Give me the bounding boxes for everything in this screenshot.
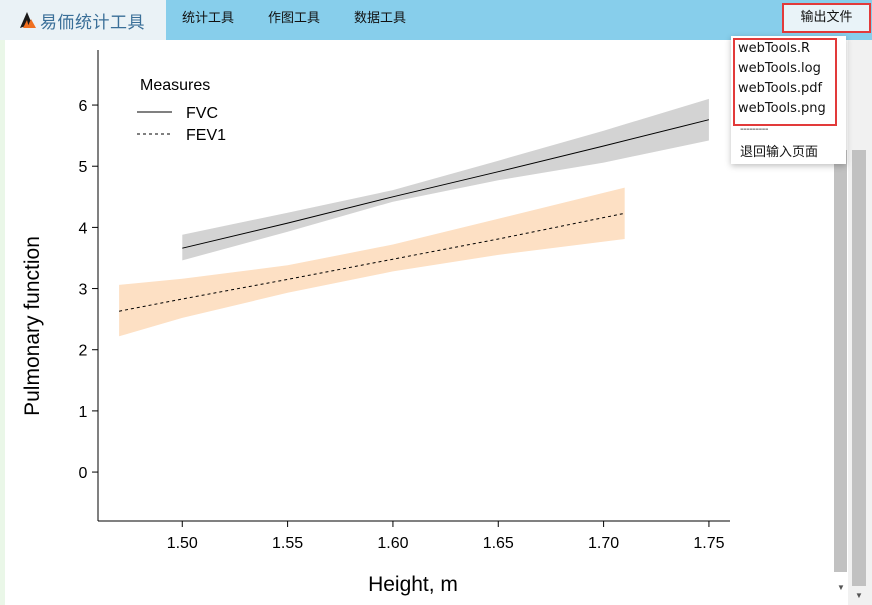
- export-file-button[interactable]: 输出文件: [782, 3, 871, 33]
- inner-scrollbar-thumb[interactable]: [834, 150, 847, 572]
- pulmonary-function-chart: 0 1 2 3 4 5 6 1.50 1.55 1.60 1.65 1.70 1.75 Height,…: [21, 50, 730, 596]
- x-tick-label: 1.55: [272, 535, 303, 552]
- brand[interactable]: 易侕统计工具: [0, 0, 166, 40]
- menu-data-tools[interactable]: 数据工具: [354, 11, 407, 26]
- legend-title: Measures: [140, 77, 210, 94]
- ci-band-fvc: [182, 98, 709, 261]
- brand-logo-icon: [20, 12, 36, 28]
- x-axis-title: Height, m: [368, 573, 458, 596]
- export-pdf-file[interactable]: webTools.pdf: [738, 81, 823, 96]
- back-to-input-page[interactable]: 退回输入页面: [740, 145, 819, 160]
- dropdown-separator: ---------: [740, 124, 768, 135]
- series-line-fvc: [182, 119, 710, 249]
- y-tick-label: 2: [79, 343, 88, 360]
- menu-stats-tools[interactable]: 统计工具: [182, 11, 235, 26]
- x-tick-label: 1.65: [483, 535, 514, 552]
- legend-label-fvc: FVC: [186, 105, 218, 122]
- export-png-file[interactable]: webTools.png: [738, 101, 826, 116]
- export-r-script[interactable]: webTools.R: [738, 41, 811, 56]
- legend: Measures FVC FEV1: [137, 77, 226, 144]
- y-tick-label: 3: [79, 282, 88, 299]
- y-tick-label: 1: [79, 404, 88, 421]
- page-scrollbar-thumb[interactable]: [852, 150, 866, 586]
- x-tick-label: 1.70: [588, 535, 619, 552]
- brand-name: 易侕统计工具: [40, 12, 145, 33]
- y-tick-label: 0: [79, 465, 88, 482]
- left-edge-strip: [0, 40, 5, 605]
- export-dropdown-menu: webTools.R webTools.log webTools.pdf web…: [731, 36, 846, 164]
- x-tick-label: 1.75: [693, 535, 724, 552]
- legend-label-fev1: FEV1: [186, 127, 226, 144]
- y-axis-title: Pulmonary function: [21, 236, 44, 416]
- y-tick-label: 5: [79, 159, 88, 176]
- page-scroll-down-arrow-icon[interactable]: ▼: [855, 591, 863, 600]
- export-file-list: [733, 38, 837, 126]
- menu-plot-tools[interactable]: 作图工具: [268, 11, 321, 26]
- x-tick-label: 1.60: [377, 535, 408, 552]
- export-log-file[interactable]: webTools.log: [738, 61, 821, 76]
- ci-band-fev1: [119, 187, 625, 337]
- y-tick-label: 6: [79, 98, 88, 115]
- y-tick-label: 4: [79, 220, 88, 237]
- top-navbar: 易侕统计工具 统计工具 作图工具 数据工具 输出文件: [0, 0, 872, 40]
- x-tick-label: 1.50: [167, 535, 198, 552]
- inner-scroll-down-arrow-icon[interactable]: ▼: [837, 583, 845, 592]
